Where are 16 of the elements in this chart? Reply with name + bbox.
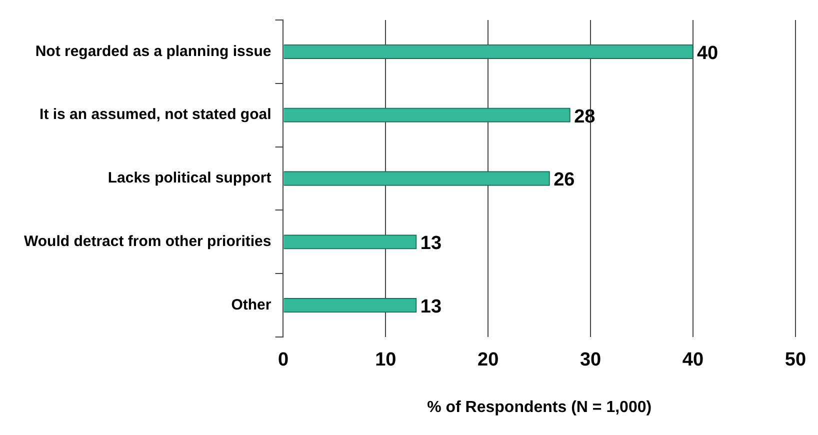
data-label: 13 xyxy=(420,296,442,318)
x-tick-label: 10 xyxy=(375,350,396,371)
y-tick-label: Not regarded as a planning issue xyxy=(35,42,272,60)
data-label: 40 xyxy=(696,42,718,64)
data-label: 26 xyxy=(554,170,575,191)
data-label: 13 xyxy=(420,233,442,254)
x-tick-label: 50 xyxy=(784,350,806,371)
x-tick-label: 20 xyxy=(478,350,499,371)
y-tick-label: It is an assumed, not stated goal xyxy=(40,106,272,124)
x-tick-label: 30 xyxy=(580,350,602,371)
y-tick-label: Would detract from other priorities xyxy=(24,233,272,250)
y-tick-label: Other xyxy=(231,296,272,314)
x-tick-label: 40 xyxy=(682,350,704,371)
x-tick-label: 0 xyxy=(278,350,289,371)
y-tick-label: Lacks political support xyxy=(108,170,272,187)
x-axis-title: % of Respondents (N = 1,000) xyxy=(427,398,652,416)
